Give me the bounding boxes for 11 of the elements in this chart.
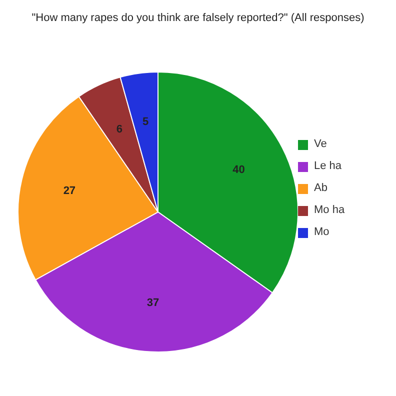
data-label: 37	[146, 296, 160, 309]
legend-label: Mo	[314, 226, 330, 238]
data-label: 40	[232, 164, 245, 176]
legend-label: Mo ha	[314, 204, 345, 216]
chart-title: "How many rapes do you think are falsely reported?" (All responses)	[30, 12, 366, 24]
legend-label: Le ha	[314, 160, 342, 172]
data-label: 5	[142, 116, 149, 128]
legend-label: Ab	[314, 182, 328, 194]
data-label: 6	[116, 124, 123, 136]
legend-label: Ve	[314, 138, 327, 150]
data-label: 27	[63, 185, 76, 198]
